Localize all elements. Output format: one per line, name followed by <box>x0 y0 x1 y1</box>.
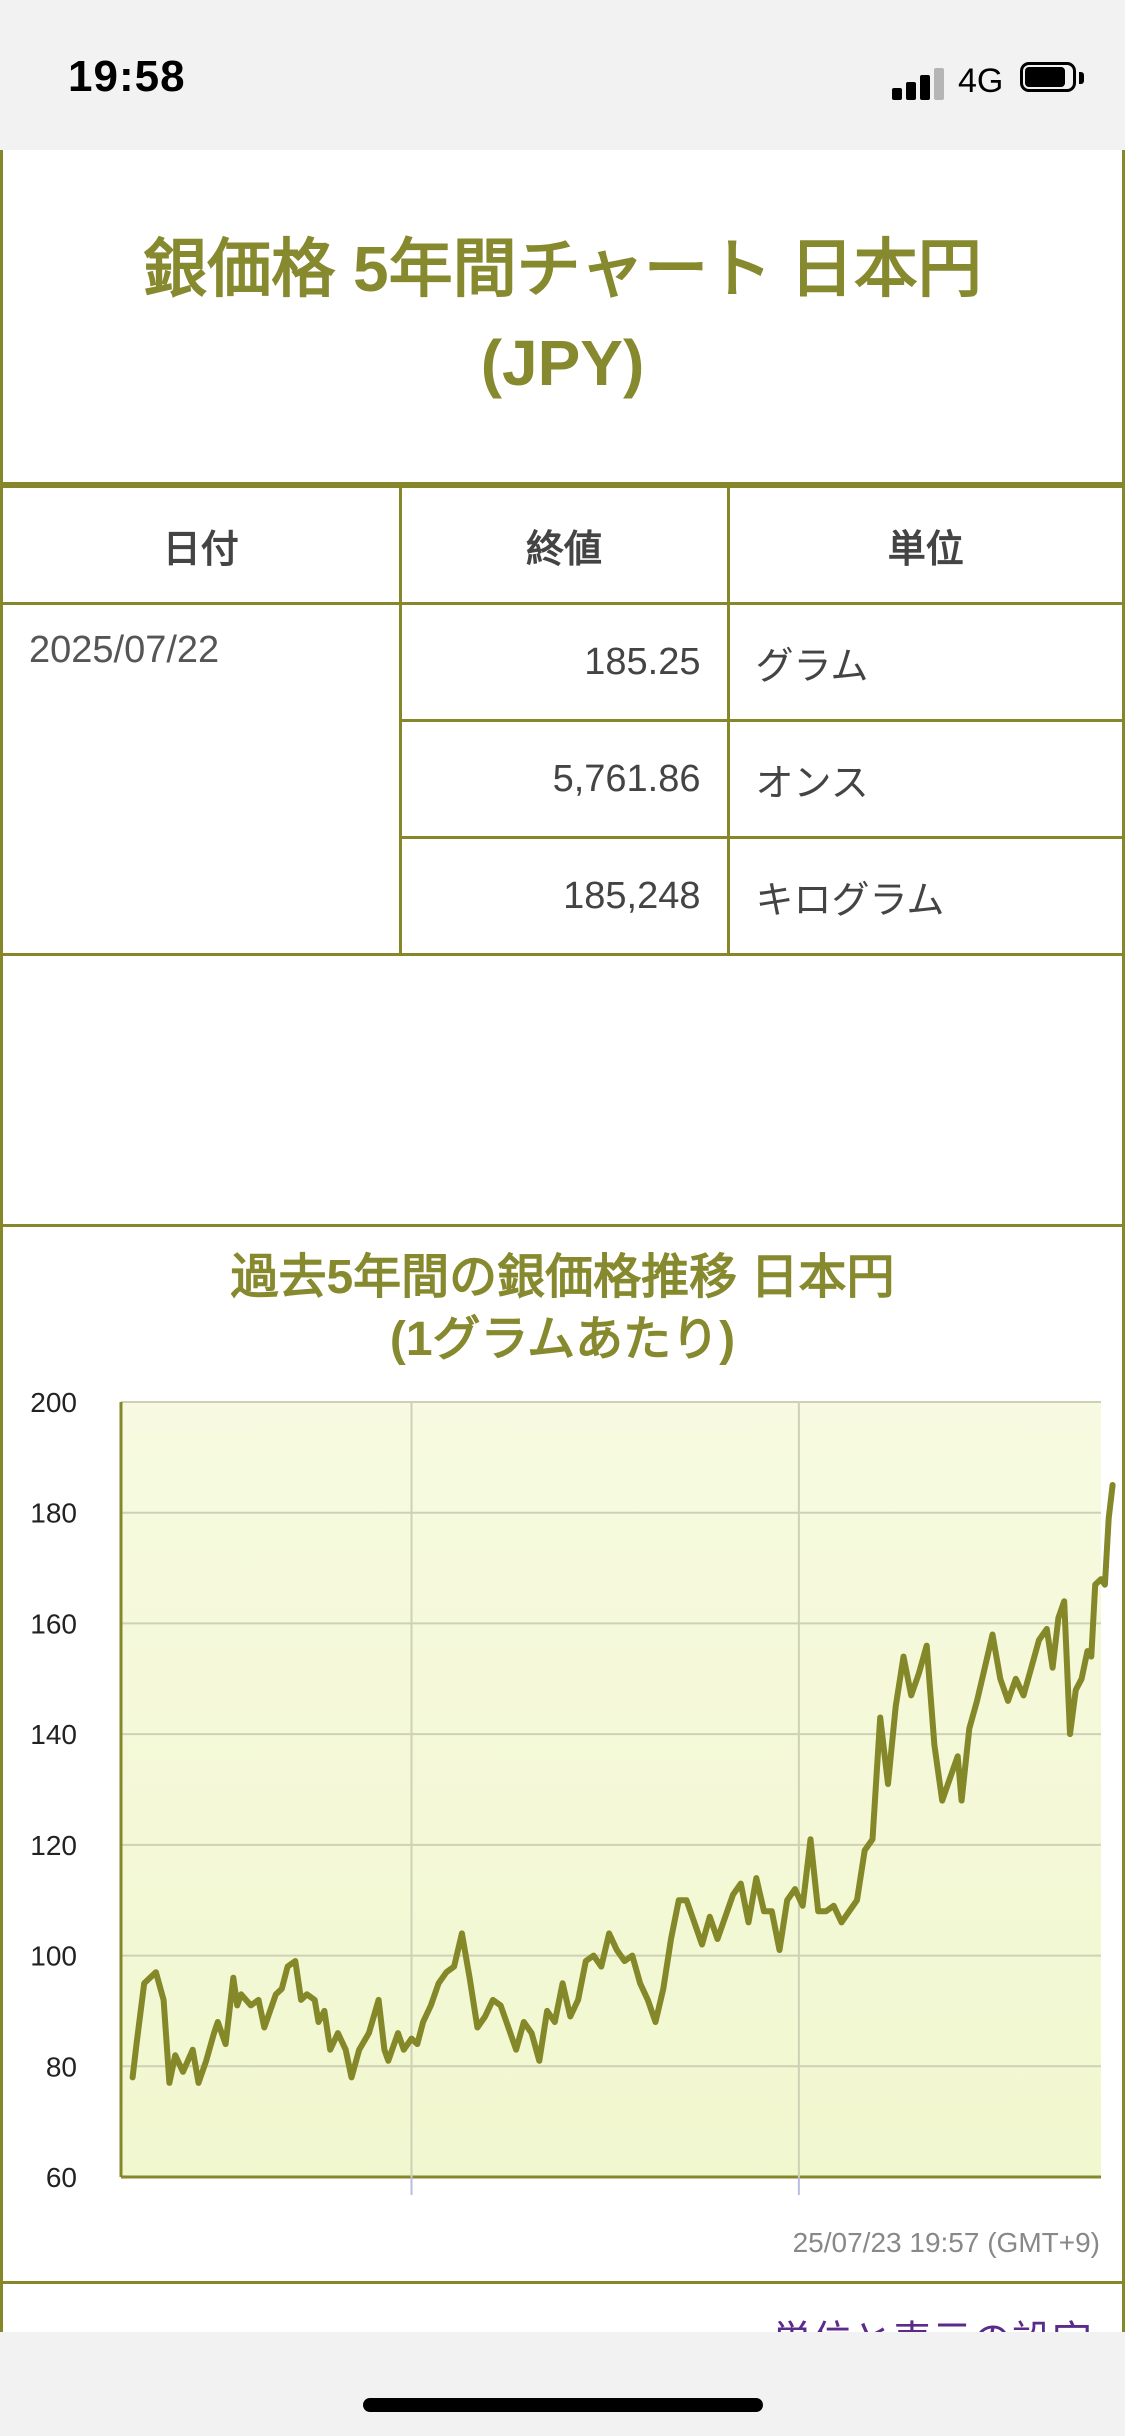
header-unit: 単位 <box>726 485 1122 605</box>
battery-icon <box>1020 62 1086 96</box>
table-row: 5,761.86 オンス <box>3 719 1122 839</box>
chart-title-line1: 過去5年間の銀価格推移 日本円 <box>230 1251 895 1304</box>
home-indicator[interactable] <box>363 2398 763 2412</box>
price-table: 日付 終値 単位 2025/07/22 185.25 グラム 5,761.86 … <box>3 485 1122 956</box>
x-tick-label-year: 2022 <box>380 2202 442 2207</box>
network-type: 4G <box>958 62 1004 100</box>
y-tick-label: 120 <box>30 1830 77 1861</box>
y-tick-label: 60 <box>46 2162 77 2193</box>
divider <box>3 2281 1122 2284</box>
y-tick-label: 100 <box>30 1941 77 1972</box>
chart-timestamp: 25/07/23 19:57 (GMT+9) <box>792 2227 1100 2258</box>
unit-cell: オンス <box>726 719 1122 839</box>
price-series-line <box>129 1482 1116 2086</box>
table-row: 2025/07/22 185.25 グラム <box>3 602 1122 956</box>
plot-background <box>121 1402 1101 2177</box>
y-tick-label: 180 <box>30 1498 77 1529</box>
chart-title: 過去5年間の銀価格推移 日本円 (1グラムあたり) <box>3 1247 1122 1371</box>
header-date: 日付 <box>3 485 402 605</box>
settings-link[interactable]: 単位と表示の設定 <box>772 2308 1092 2332</box>
home-indicator-area <box>0 2332 1125 2436</box>
cellular-signal-icon <box>892 66 948 100</box>
status-bar: 19:58 4G <box>0 0 1125 150</box>
status-time: 19:58 <box>68 52 186 101</box>
value-cell: 185.25 <box>398 602 730 722</box>
y-tick-label: 80 <box>46 2051 77 2082</box>
unit-cell: キログラム <box>726 836 1122 956</box>
page-content: 銀価格 5年間チャート 日本円 (JPY) 日付 終値 単位 2025/07/2… <box>0 150 1125 2332</box>
table-row: 185,248 キログラム <box>3 836 1122 956</box>
chart-title-line2: (1グラムあたり) <box>389 1313 736 1366</box>
x-tick-label-year: 2024 <box>768 2202 830 2207</box>
y-tick-label: 200 <box>30 1387 77 1418</box>
header-close: 終値 <box>398 485 730 605</box>
chart-section: 過去5年間の銀価格推移 日本円 (1グラムあたり) 200 180 160 140 12… <box>3 1227 1122 2332</box>
spacer-band <box>3 1104 1122 1227</box>
value-cell: 5,761.86 <box>400 719 730 839</box>
unit-cell: グラム <box>726 602 1122 722</box>
title-section: 銀価格 5年間チャート 日本円 (JPY) <box>3 150 1122 485</box>
date-cell: 2025/07/22 <box>3 602 402 956</box>
value-cell: 185,248 <box>400 836 730 956</box>
y-tick-label: 140 <box>30 1719 77 1750</box>
page-title: 銀価格 5年間チャート 日本円 (JPY) <box>143 233 982 399</box>
y-tick-label: 160 <box>30 1608 77 1639</box>
